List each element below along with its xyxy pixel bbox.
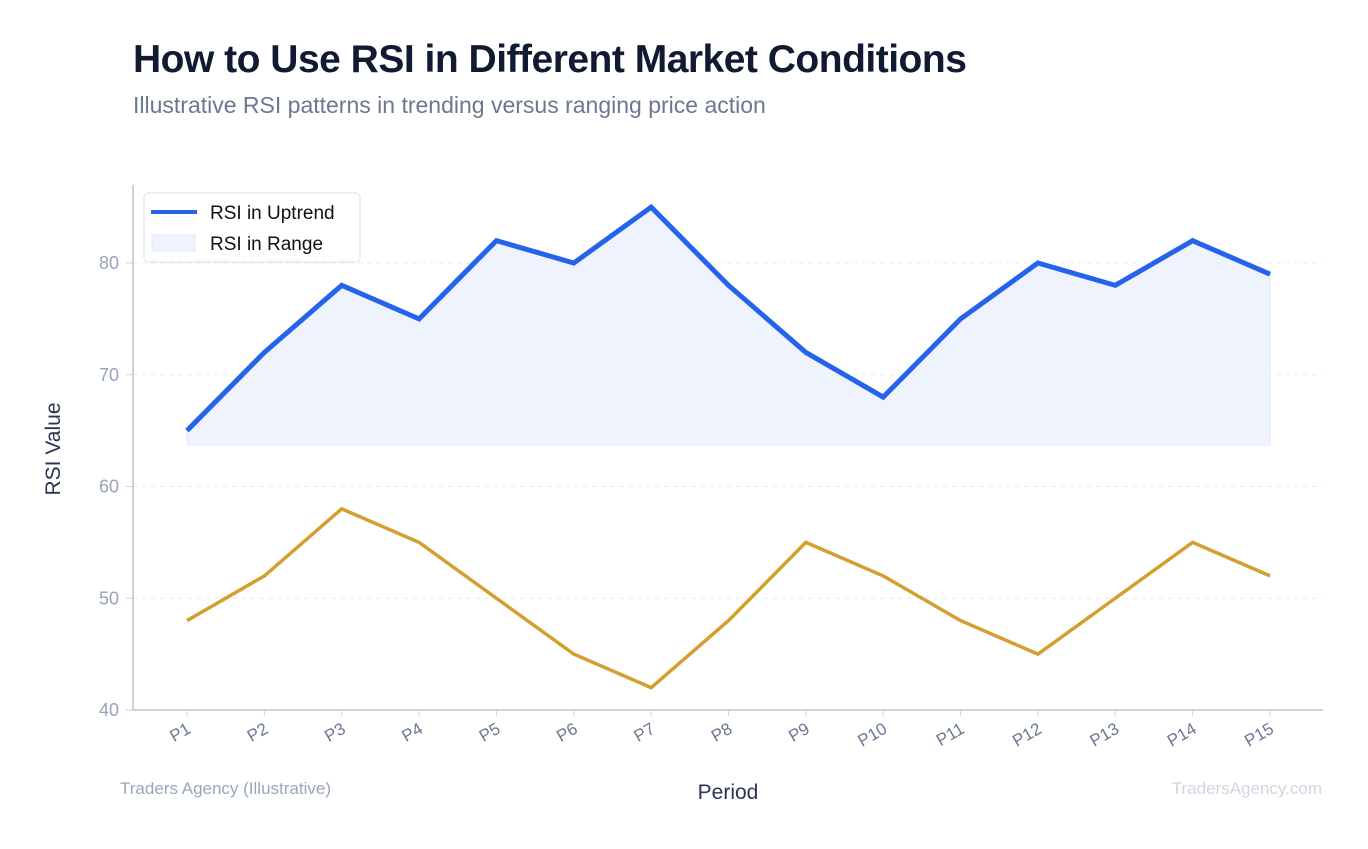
x-tick-label: P4 xyxy=(399,719,427,746)
x-tick-label: P8 xyxy=(708,719,736,746)
x-tick-label: P10 xyxy=(855,719,891,751)
y-axis-label: RSI Value xyxy=(42,403,65,496)
legend-swatch-range xyxy=(151,234,196,252)
watermark: TradersAgency.com xyxy=(1171,779,1322,798)
x-tick-label: P13 xyxy=(1087,719,1123,751)
y-tick-label: 80 xyxy=(99,253,119,273)
x-tick-label: P3 xyxy=(321,719,349,746)
y-tick-label: 70 xyxy=(99,365,119,385)
x-tick-label: P15 xyxy=(1241,719,1277,751)
x-tick-label: P1 xyxy=(166,719,194,746)
x-tick-label: P2 xyxy=(244,719,272,746)
legend-label-range: RSI in Range xyxy=(210,234,323,255)
legend: RSI in Uptrend RSI in Range xyxy=(143,192,361,263)
x-tick-label: P6 xyxy=(553,719,581,746)
y-tick-label: 40 xyxy=(99,700,119,720)
legend-label-uptrend: RSI in Uptrend xyxy=(210,203,335,224)
y-tick-label: 60 xyxy=(99,477,119,497)
x-tick-label: P5 xyxy=(476,719,504,746)
x-tick-label: P11 xyxy=(933,719,968,750)
x-tick-label: P14 xyxy=(1164,719,1200,751)
x-tick-label: P12 xyxy=(1009,719,1045,751)
chart-title: How to Use RSI in Different Market Condi… xyxy=(133,38,967,81)
source-note: Traders Agency (Illustrative) xyxy=(120,779,331,798)
x-tick-label: P7 xyxy=(631,719,659,746)
x-tick-label: P9 xyxy=(785,719,813,746)
chart-subtitle: Illustrative RSI patterns in trending ve… xyxy=(133,92,766,118)
x-axis-label: Period xyxy=(698,781,759,804)
y-tick-label: 50 xyxy=(99,588,119,608)
